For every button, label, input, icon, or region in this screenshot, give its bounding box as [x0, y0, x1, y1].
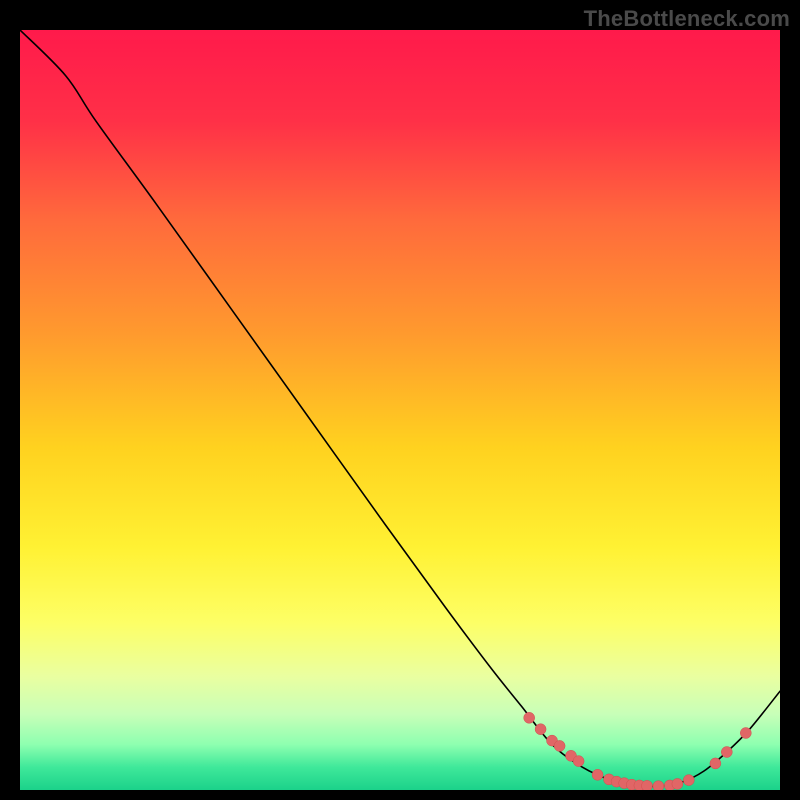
data-marker — [683, 775, 694, 786]
plot-area — [20, 30, 780, 790]
data-marker — [653, 781, 664, 790]
chart-background — [20, 30, 780, 790]
data-marker — [573, 756, 584, 767]
data-marker — [740, 728, 751, 739]
watermark-label: TheBottleneck.com — [584, 6, 790, 32]
data-marker — [524, 712, 535, 723]
data-marker — [535, 724, 546, 735]
data-marker — [554, 740, 565, 751]
data-marker — [672, 778, 683, 789]
chart-frame: TheBottleneck.com — [0, 0, 800, 800]
data-marker — [592, 769, 603, 780]
data-marker — [710, 758, 721, 769]
data-marker — [642, 780, 653, 790]
chart-svg — [20, 30, 780, 790]
data-marker — [721, 747, 732, 758]
